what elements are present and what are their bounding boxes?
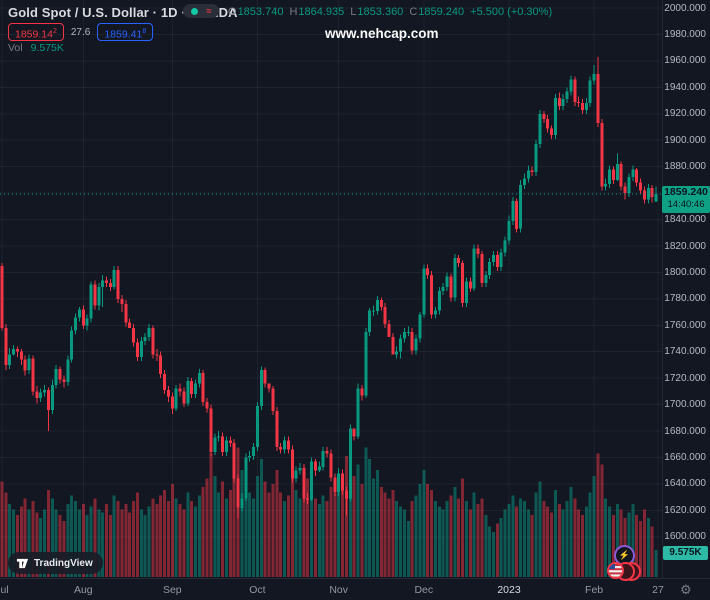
economic-events-icon[interactable] (606, 561, 642, 581)
bid-price: 1859.14 (15, 28, 53, 41)
price-tick-label: 1800.000 (664, 266, 706, 278)
time-tick-label: Feb (585, 584, 604, 596)
open-value: 1853.740 (237, 6, 284, 18)
time-tick-label: Jul (0, 584, 9, 596)
us-flag-icon (607, 562, 624, 579)
market-status-toggle[interactable]: ≈ (183, 4, 219, 18)
bid-ask-row: 1859.142 27.6 1859.418 (8, 23, 154, 41)
price-tick-label: 1820.000 (664, 240, 706, 252)
watermark-text: www.nehcap.com (325, 26, 439, 41)
price-tick-label: 1840.000 (664, 214, 706, 225)
price-tick-label: 1880.000 (664, 161, 706, 173)
change-value: +5.500 (+0.30%) (470, 6, 553, 18)
low-label: L (350, 6, 357, 18)
tradingview-logo[interactable]: TradingView (8, 552, 103, 574)
price-tick-label: 1780.000 (664, 293, 706, 305)
price-tick-label: 1720.000 (664, 372, 706, 384)
price-tick-label: 1660.000 (664, 452, 706, 463)
price-tick-label: 1980.000 (664, 28, 706, 40)
bar-countdown: 14:40:46 (667, 199, 705, 210)
price-tick-label: 1940.000 (664, 81, 706, 93)
price-tick-label: 1600.000 (664, 531, 706, 543)
price-tick-label: 1640.000 (664, 478, 706, 490)
last-price-value: 1859.240 (664, 186, 708, 198)
price-tick-label: 1680.000 (664, 425, 706, 437)
high-label: H (289, 6, 298, 18)
bid-price-fraction: 2 (52, 28, 57, 35)
volume-legend[interactable]: Vol 9.575K (8, 42, 64, 54)
symbol-title[interactable]: Gold Spot / U.S. Dollar · 1D · OANDA (8, 5, 238, 20)
last-price-label: 1859.240 14:40:46 (662, 186, 710, 213)
volume-value: 9.575K (30, 42, 64, 54)
ohlc-values: O1853.740 H1864.935 L1853.360 C1859.240 +5.5… (228, 6, 558, 18)
time-tick-label: Nov (329, 584, 349, 596)
price-tick-label: 1620.000 (664, 504, 706, 516)
candlestick-chart[interactable] (0, 0, 662, 578)
high-value: 1864.935 (298, 6, 345, 18)
spread-value: 27.6 (70, 26, 91, 38)
price-tick-label: 1920.000 (664, 108, 706, 120)
volume-axis-label: 9.575K (663, 546, 708, 560)
price-tick-label: 1740.000 (664, 346, 706, 358)
price-tick-label: 1760.000 (664, 319, 706, 331)
open-label: O (228, 6, 237, 18)
price-tick-label: 1960.000 (664, 55, 706, 67)
time-tick-label: Dec (414, 584, 434, 596)
market-open-dot-icon (190, 7, 198, 15)
volume-label: Vol (8, 42, 23, 54)
price-axis[interactable]: 2000.000 1980.000 1960.000 1940.000 1920.000… (662, 0, 710, 578)
price-tick-label: 2000.000 (664, 2, 706, 14)
tradingview-logo-text: TradingView (34, 557, 93, 569)
price-tick-label: 1900.000 (664, 134, 706, 146)
time-axis[interactable]: ⚙ Jul Aug Sep Oct Nov Dec 2023 Feb 27 (0, 578, 710, 600)
ask-price: 1859.41 (104, 28, 143, 41)
low-value: 1853.360 (357, 6, 404, 18)
lightning-icon: ⚡ (618, 550, 631, 560)
gear-icon[interactable]: ⚙ (680, 582, 692, 597)
close-label: C (409, 6, 418, 18)
time-tick-label: Sep (162, 584, 182, 596)
ask-price-fraction: 8 (142, 28, 147, 35)
time-tick-label: 27 (652, 584, 664, 596)
price-tick-label: 1700.000 (664, 399, 706, 411)
close-value: 1859.240 (418, 6, 465, 18)
time-tick-label: Aug (73, 584, 93, 596)
time-tick-label: Oct (249, 584, 266, 596)
time-tick-label: 2023 (497, 584, 521, 596)
data-status-wave-icon: ≈ (206, 5, 212, 16)
sell-button[interactable]: 1859.142 (8, 23, 64, 41)
buy-button[interactable]: 1859.418 (97, 23, 154, 41)
tradingview-logo-icon (16, 558, 29, 568)
